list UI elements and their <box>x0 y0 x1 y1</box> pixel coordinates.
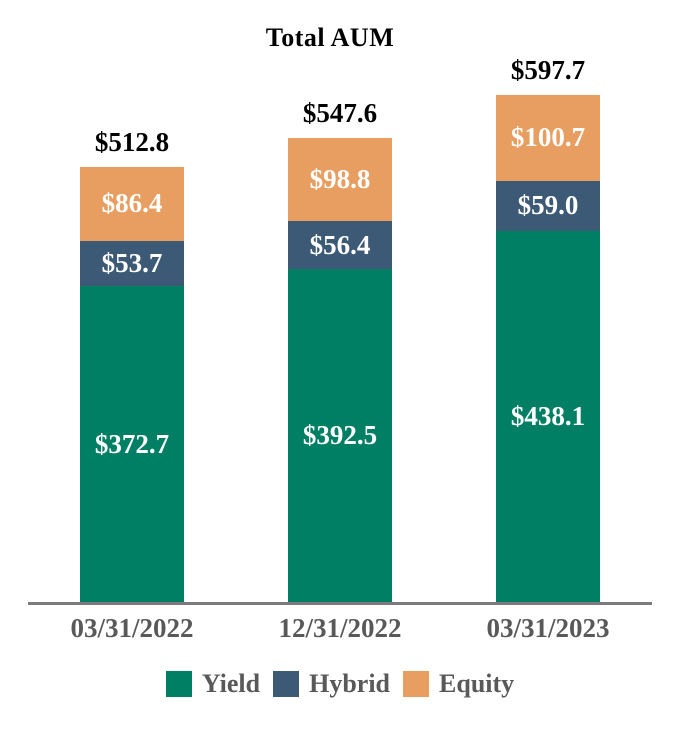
segment-value-label: $100.7 <box>510 122 586 153</box>
legend: Yield Hybrid Equity <box>0 671 680 697</box>
segment-value-label: $98.8 <box>309 164 371 194</box>
category-label: 03/31/2023 <box>486 613 610 643</box>
equity-swatch-icon <box>403 671 430 697</box>
bar-total-label: $547.6 <box>302 97 378 128</box>
bar-segment-hybrid: $59.0 <box>496 180 600 231</box>
legend-item-equity: Equity <box>403 671 514 697</box>
legend-item-yield: Yield <box>165 669 261 698</box>
bar-segment-hybrid: $56.4 <box>288 221 392 270</box>
bar-group: $512.8 $86.4 $53.7 $372.7 <box>80 127 184 602</box>
stacked-bar: $100.7 $59.0 $438.1 <box>496 95 600 602</box>
stacked-bar: $86.4 $53.7 $372.7 <box>80 167 184 602</box>
bar-group: $597.7 $100.7 $59.0 $438.1 <box>496 55 600 602</box>
category-label: 03/31/2022 <box>70 613 194 643</box>
segment-value-label: $86.4 <box>101 188 163 219</box>
bar-segment-yield: $392.5 <box>288 269 392 602</box>
x-axis-line <box>28 602 652 605</box>
bar-segment-yield: $438.1 <box>496 230 600 602</box>
bar-segment-yield: $372.7 <box>80 286 184 602</box>
segment-value-label: $56.4 <box>309 229 371 260</box>
x-axis-labels: 03/31/2022 12/31/2022 03/31/2023 <box>28 613 652 644</box>
segment-value-label: $59.0 <box>517 190 579 220</box>
bar-total-label: $597.7 <box>510 55 586 86</box>
bar-segment-hybrid: $53.7 <box>80 240 184 286</box>
segment-value-label: $372.7 <box>94 428 170 459</box>
legend-label: Equity <box>439 669 515 698</box>
legend-item-hybrid: Hybrid <box>273 671 390 697</box>
legend-label: Yield <box>201 669 261 698</box>
bar-segment-equity: $86.4 <box>80 167 184 241</box>
legend-label: Hybrid <box>309 669 391 698</box>
segment-value-label: $438.1 <box>510 400 586 431</box>
hybrid-swatch-icon <box>273 671 300 697</box>
bar-group: $547.6 $98.8 $56.4 $392.5 <box>288 98 392 602</box>
yield-swatch-icon <box>165 671 192 697</box>
stacked-bar: $98.8 $56.4 $392.5 <box>288 137 392 602</box>
segment-value-label: $392.5 <box>302 420 378 451</box>
bar-total-label: $512.8 <box>94 127 170 158</box>
bar-segment-equity: $98.8 <box>288 137 392 222</box>
segment-value-label: $53.7 <box>101 247 163 278</box>
plot-area: $512.8 $86.4 $53.7 $372.7 $547.6 $98.8 $56.4 $3… <box>28 0 652 602</box>
chart-title: Total AUM <box>265 23 395 52</box>
category-label: 12/31/2022 <box>278 613 402 643</box>
bar-segment-equity: $100.7 <box>496 95 600 181</box>
